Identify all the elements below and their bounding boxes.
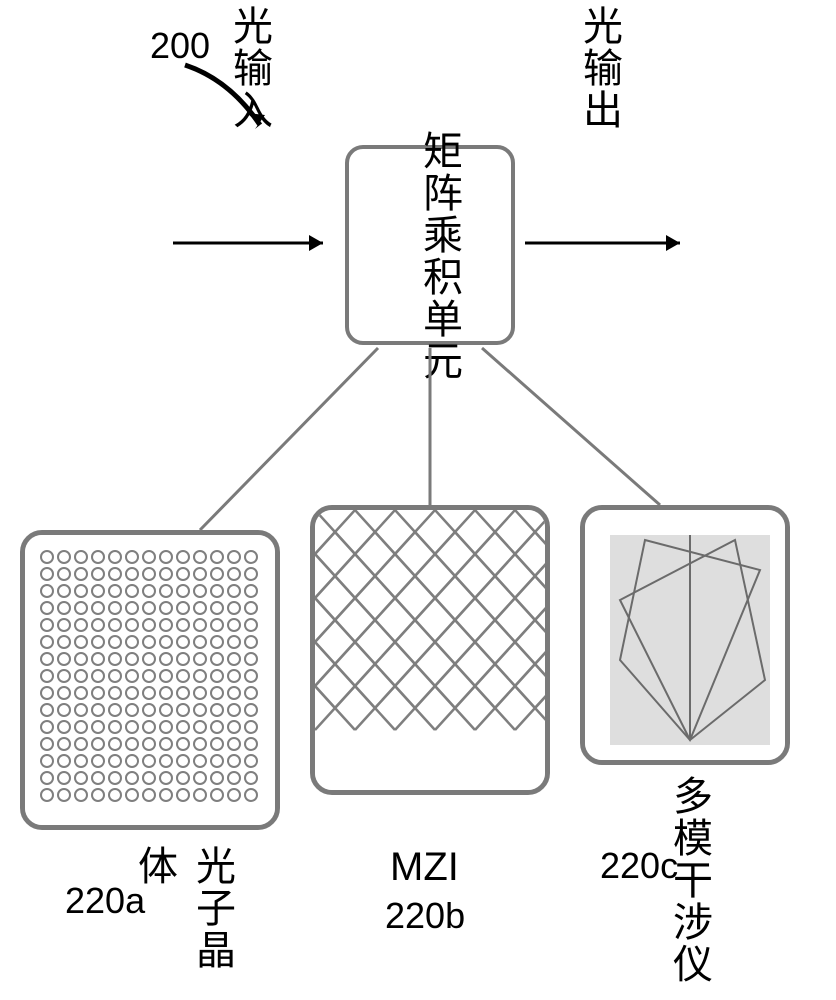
- mzi-pattern: [315, 510, 550, 795]
- mmi-box: [580, 505, 790, 765]
- mmi-pattern: [585, 510, 790, 765]
- diagram-canvas: 200 光输入 光输出 矩阵乘积单元 光子晶体 220a: [0, 0, 836, 1000]
- mzi-ref: 220b: [385, 895, 465, 937]
- mzi-box: [310, 505, 550, 795]
- mzi-label: MZI: [390, 845, 459, 890]
- mmi-ref: 220c: [600, 845, 678, 887]
- photonic-crystal-box: [20, 530, 280, 830]
- photonic-crystal-pattern: [25, 535, 280, 830]
- photonic-crystal-ref: 220a: [65, 880, 145, 922]
- photonic-crystal-label: 光子晶体: [125, 845, 241, 1000]
